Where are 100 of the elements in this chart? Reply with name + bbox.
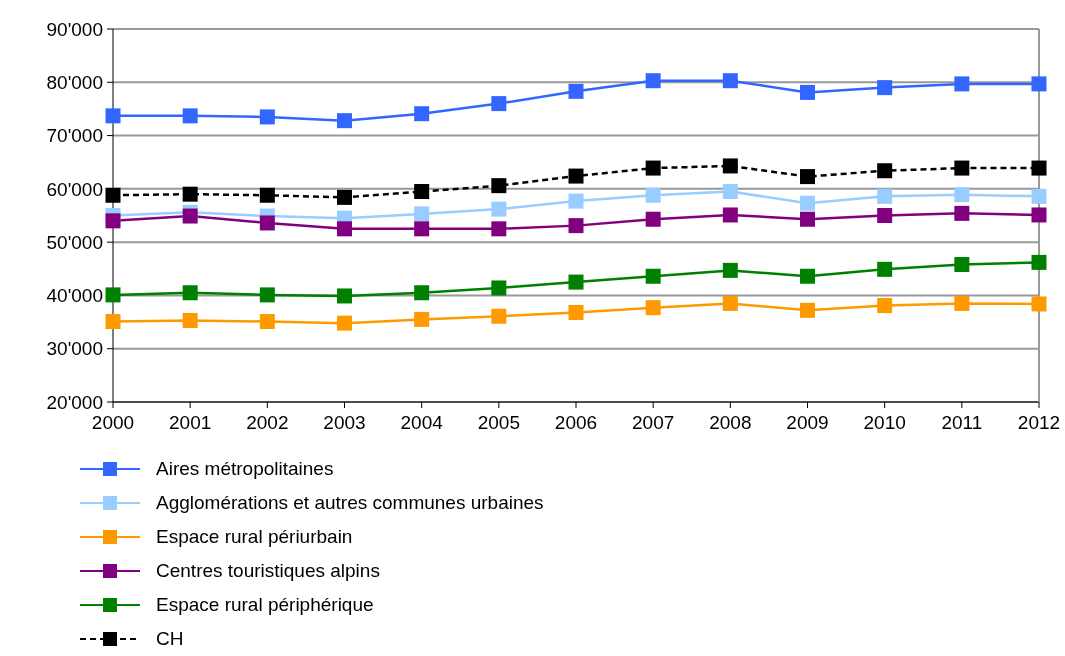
point	[414, 206, 430, 222]
point	[1031, 296, 1047, 312]
point	[491, 201, 507, 217]
point	[722, 184, 738, 200]
y-tick-label: 70'000	[46, 125, 103, 147]
point	[259, 287, 275, 303]
point	[722, 262, 738, 278]
point	[105, 213, 121, 229]
point	[182, 208, 198, 224]
point	[954, 76, 970, 92]
point	[105, 108, 121, 124]
point	[800, 211, 815, 227]
legend-label: Agglomérations et autres communes urbaines	[156, 492, 544, 514]
point	[182, 285, 198, 301]
point	[491, 221, 507, 237]
y-tick-label: 50'000	[46, 231, 103, 253]
point	[414, 285, 430, 301]
y-tick-label: 80'000	[46, 72, 103, 94]
legend-label: Centres touristiques alpins	[156, 560, 380, 582]
point	[954, 187, 970, 203]
point	[491, 96, 507, 112]
point	[954, 257, 970, 273]
legend-label: Espace rural périurbain	[156, 526, 353, 548]
point	[105, 287, 121, 303]
x-tick-label: 2002	[246, 412, 289, 434]
point	[1031, 76, 1047, 92]
point	[414, 311, 430, 327]
point	[954, 295, 970, 311]
point	[877, 261, 893, 277]
point	[259, 109, 275, 125]
point	[568, 304, 584, 320]
point	[722, 158, 738, 174]
point	[1031, 254, 1047, 270]
point	[182, 186, 198, 202]
point	[491, 178, 507, 194]
point	[954, 205, 970, 221]
x-tick-label: 2007	[632, 412, 675, 434]
point	[954, 160, 970, 176]
point	[105, 314, 121, 330]
point	[259, 215, 275, 231]
point	[877, 163, 893, 179]
point	[645, 160, 661, 176]
x-tick-label: 2001	[169, 412, 212, 434]
point	[877, 188, 893, 204]
point	[337, 288, 352, 304]
point	[800, 302, 815, 318]
point	[568, 218, 584, 234]
point	[414, 184, 430, 200]
y-tick-label: 30'000	[46, 338, 103, 360]
point	[1031, 188, 1047, 204]
y-tick-label: 40'000	[46, 285, 103, 307]
point	[105, 187, 121, 203]
point	[645, 300, 661, 316]
x-tick-label: 2009	[786, 412, 829, 434]
x-tick-label: 2000	[91, 412, 135, 434]
point	[1031, 160, 1047, 176]
point	[337, 315, 352, 331]
point	[414, 221, 430, 237]
y-tick-label: 20'000	[46, 391, 103, 413]
legend-label: CH	[156, 628, 184, 650]
point	[1031, 207, 1047, 223]
point	[491, 308, 507, 324]
x-tick-label: 2010	[863, 412, 906, 434]
x-tick-label: 2012	[1017, 412, 1061, 434]
point	[877, 208, 893, 223]
y-tick-label: 90'000	[46, 18, 103, 40]
point	[645, 73, 661, 89]
legend-label: Aires métropolitaines	[156, 458, 334, 480]
point	[800, 84, 815, 100]
point	[645, 268, 661, 284]
y-tick-label: 60'000	[46, 178, 103, 200]
x-tick-label: 2004	[400, 412, 444, 434]
point	[877, 80, 893, 96]
point	[337, 221, 352, 237]
point	[722, 73, 738, 89]
point	[414, 106, 430, 122]
point	[491, 280, 507, 296]
x-tick-label: 2008	[709, 412, 752, 434]
point	[645, 211, 661, 227]
point	[800, 169, 815, 185]
point	[645, 187, 661, 203]
legend-label: Espace rural périphérique	[156, 594, 374, 616]
point	[568, 83, 584, 99]
point	[182, 312, 198, 328]
x-tick-label: 2003	[323, 412, 366, 434]
point	[568, 193, 584, 209]
point	[568, 274, 584, 290]
point	[259, 187, 275, 203]
point	[337, 113, 352, 129]
point	[722, 207, 738, 223]
point	[877, 298, 893, 314]
point	[722, 295, 738, 311]
point	[568, 168, 584, 184]
x-tick-label: 2011	[941, 412, 983, 434]
point	[182, 108, 198, 124]
point	[259, 314, 275, 330]
x-tick-label: 2006	[554, 412, 598, 434]
point	[800, 195, 815, 211]
point	[800, 268, 815, 284]
point	[337, 189, 352, 205]
